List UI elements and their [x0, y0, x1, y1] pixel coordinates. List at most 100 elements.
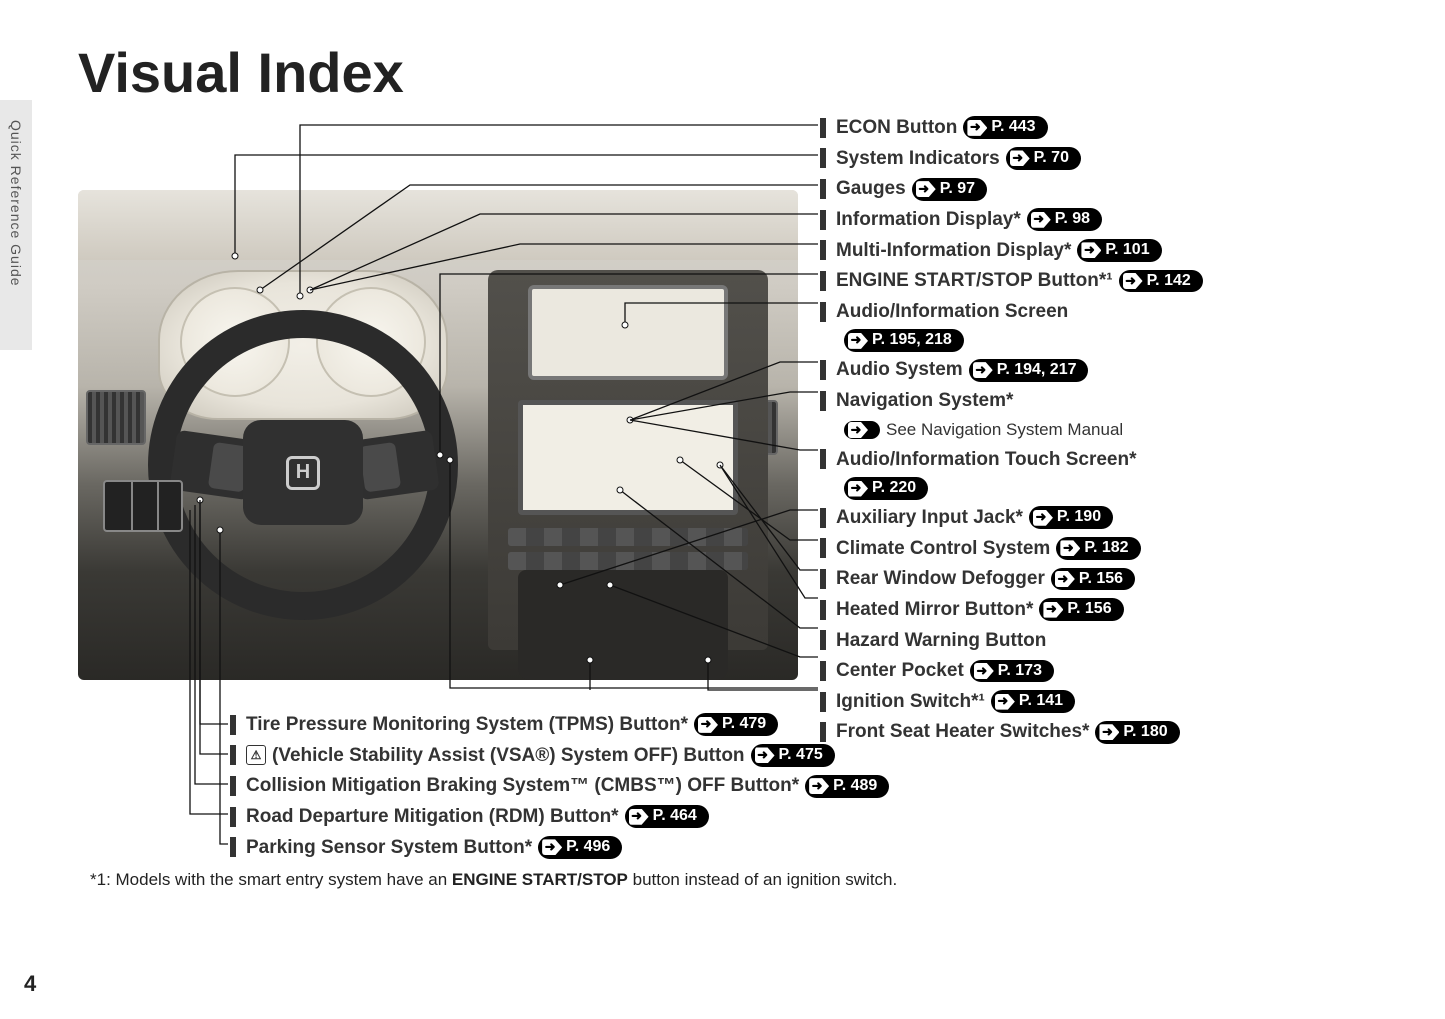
- page-ref-text: P. 220: [872, 478, 916, 499]
- callout-label: Hazard Warning Button: [836, 628, 1046, 654]
- callout-label: Audio/Information Touch Screen*: [836, 447, 1137, 473]
- callout-item: Center Pocket ➜ P. 173: [820, 658, 1380, 684]
- callout-item: ➜ P. 220: [844, 477, 1380, 500]
- page-ref-text: P. 475: [779, 745, 823, 766]
- page-ref-pill: ➜ P. 464: [625, 805, 709, 828]
- callout-label: System Indicators: [836, 146, 1000, 172]
- tick-icon: [820, 271, 826, 291]
- footnote-bold: ENGINE START/STOP: [452, 870, 628, 889]
- callout-item: ⚠ (Vehicle Stability Assist (VSA®) System…: [230, 743, 1130, 769]
- bottom-callouts: Tire Pressure Monitoring System (TPMS) B…: [230, 712, 1130, 865]
- arrow-icon: ➜: [542, 839, 562, 855]
- side-tab: Quick Reference Guide: [0, 100, 32, 350]
- arrow-icon: ➜: [1081, 242, 1101, 258]
- callout-label: Tire Pressure Monitoring System (TPMS) B…: [246, 712, 688, 738]
- vent-shape: [86, 390, 146, 445]
- tick-icon: [820, 118, 826, 138]
- page-ref-pill: ➜ P. 496: [538, 836, 622, 859]
- button-panel-shape: [103, 480, 183, 532]
- page-ref-text: P. 156: [1067, 599, 1111, 620]
- tick-icon: [820, 538, 826, 558]
- page-ref-text: P. 479: [722, 714, 766, 735]
- arrow-icon: ➜: [1010, 150, 1030, 166]
- callout-item: Navigation System*: [820, 388, 1380, 414]
- callout-item: Ignition Switch*¹ ➜ P. 141: [820, 689, 1380, 715]
- callout-item: ENGINE START/STOP Button*¹ ➜ P. 142: [820, 268, 1380, 294]
- tick-icon: [230, 807, 236, 827]
- callout-label: ENGINE START/STOP Button*¹: [836, 268, 1113, 294]
- page-ref-pill: ➜ P. 479: [694, 713, 778, 736]
- callout-label: Center Pocket: [836, 658, 964, 684]
- callout-label: Ignition Switch*¹: [836, 689, 985, 715]
- vsa-off-icon: ⚠: [246, 745, 266, 765]
- arrow-icon: ➜: [995, 694, 1015, 710]
- page-title: Visual Index: [78, 40, 404, 105]
- callout-item: Collision Mitigation Braking System™ (CM…: [230, 773, 1130, 799]
- page-ref-pill: ➜ P. 70: [1006, 147, 1081, 170]
- shifter-shape: [518, 570, 728, 680]
- callout-item: Gauges ➜ P. 97: [820, 176, 1380, 202]
- callout-label: Climate Control System: [836, 536, 1050, 562]
- see-text: See Navigation System Manual: [886, 419, 1123, 442]
- callout-label: Parking Sensor System Button*: [246, 835, 532, 861]
- arrow-icon: ➜: [1123, 273, 1143, 289]
- dashboard-diagram: H: [78, 190, 798, 680]
- page-ref-text: P. 180: [1123, 722, 1167, 743]
- tick-icon: [820, 692, 826, 712]
- page-ref-text: P. 156: [1079, 569, 1123, 590]
- page-ref-pill: ➜ P. 97: [912, 178, 987, 201]
- page-number: 4: [24, 971, 36, 997]
- tick-icon: [230, 837, 236, 857]
- callout-item: ➜ P. 195, 218: [844, 329, 1380, 352]
- arrow-icon: ➜: [973, 362, 993, 378]
- arrow-icon: ➜: [755, 747, 775, 763]
- page-ref-text: P. 101: [1105, 240, 1149, 261]
- arrow-icon: ➜: [1033, 510, 1053, 526]
- arrow-icon: ➜: [1031, 212, 1051, 228]
- page-ref-pill: ➜ P. 141: [991, 690, 1075, 713]
- callout-item: Auxiliary Input Jack* ➜ P. 190: [820, 505, 1380, 531]
- page-ref-text: P. 97: [940, 179, 975, 200]
- callout-label: Heated Mirror Button*: [836, 597, 1033, 623]
- callout-item: Parking Sensor System Button* ➜ P. 496: [230, 835, 1130, 861]
- page-ref-pill: ➜ P. 190: [1029, 506, 1113, 529]
- page-ref-pill: ➜ P. 194, 217: [969, 359, 1089, 382]
- tick-icon: [820, 630, 826, 650]
- arrow-icon: ➜: [967, 120, 987, 136]
- page-ref-text: P. 489: [833, 776, 877, 797]
- tick-icon: [820, 600, 826, 620]
- callout-item: Heated Mirror Button* ➜ P. 156: [820, 597, 1380, 623]
- page-ref-pill: ➜ P. 195, 218: [844, 329, 964, 352]
- callout-label: Rear Window Defogger: [836, 566, 1045, 592]
- callout-label: Multi-Information Display*: [836, 238, 1071, 264]
- arrow-icon: ➜: [629, 809, 649, 825]
- page-ref-pill: ➜ P. 142: [1119, 270, 1203, 293]
- callout-item: Road Departure Mitigation (RDM) Button* …: [230, 804, 1130, 830]
- callout-label: Gauges: [836, 176, 906, 202]
- arrow-icon: ➜: [1060, 540, 1080, 556]
- page-ref-text: P. 464: [653, 806, 697, 827]
- footnote-text: button instead of an ignition switch.: [628, 870, 897, 889]
- callout-item: Tire Pressure Monitoring System (TPMS) B…: [230, 712, 1130, 738]
- page-ref-text: P. 190: [1057, 507, 1101, 528]
- arrow-icon: ➜: [974, 663, 994, 679]
- callout-item: Information Display* ➜ P. 98: [820, 207, 1380, 233]
- right-callouts: ECON Button ➜ P. 443 System Indicators ➜…: [820, 115, 1380, 750]
- callout-item: Rear Window Defogger ➜ P. 156: [820, 566, 1380, 592]
- dashboard-illustration: H: [78, 190, 798, 680]
- callout-label: Audio/Information Screen: [836, 299, 1068, 325]
- tick-icon: [820, 148, 826, 168]
- page-ref-text: P. 182: [1084, 538, 1128, 559]
- callout-label: Audio System: [836, 357, 963, 383]
- page-ref-text: P. 142: [1147, 271, 1191, 292]
- page-ref-pill: ➜ P. 443: [963, 116, 1047, 139]
- callout-label: (Vehicle Stability Assist (VSA®) System …: [272, 743, 745, 769]
- callout-item: ECON Button ➜ P. 443: [820, 115, 1380, 141]
- callout-label: Auxiliary Input Jack*: [836, 505, 1023, 531]
- callout-item: Hazard Warning Button: [820, 628, 1380, 654]
- honda-logo-icon: H: [286, 456, 320, 490]
- arrow-icon: ➜: [1043, 602, 1063, 618]
- page-ref-text: P. 443: [991, 117, 1035, 138]
- page-ref-pill: ➜: [844, 421, 880, 439]
- page-ref-text: P. 173: [998, 661, 1042, 682]
